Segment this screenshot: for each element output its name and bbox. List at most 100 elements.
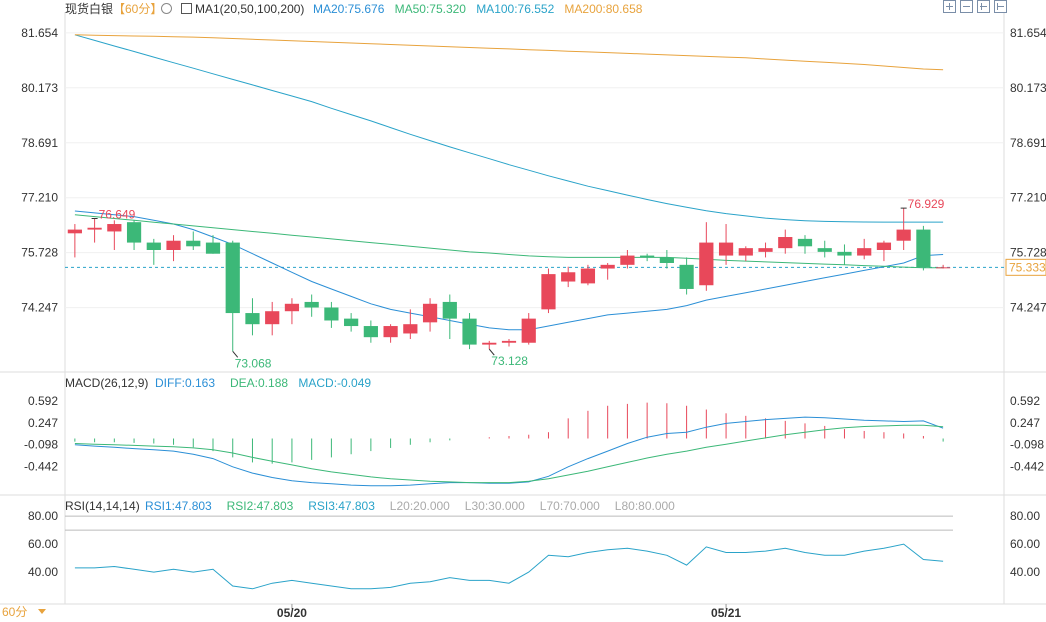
ma-indicator-title[interactable]: MA1(20,50,100,200) [195,2,305,16]
candle-body[interactable] [659,257,674,263]
candle-body[interactable] [67,229,82,234]
price-tick-left: 80.173 [21,81,58,95]
rsi-tick-right: 40.00 [1010,565,1040,579]
ma-line-ma200 [74,34,944,71]
rsi-tick-right: 60.00 [1010,537,1040,551]
candle-body[interactable] [225,242,240,314]
ma-values-item-2: MA100:76.552 [476,2,555,16]
candle-body[interactable] [738,248,753,256]
candle-body[interactable] [600,264,615,269]
price-tick-right: 80.173 [1010,81,1046,95]
candle-body[interactable] [521,318,536,343]
candle-body[interactable] [304,301,319,308]
candle-body[interactable] [936,267,951,269]
candle-body[interactable] [718,242,734,256]
candle-body[interactable] [876,242,892,250]
macd-values-item-2: MACD:-0.049 [298,376,372,390]
last-price-box [1005,258,1046,276]
macd-values-item-1: DEA:0.188 [230,376,289,390]
annotation-mark [488,348,495,356]
candle-body[interactable] [758,248,773,252]
candle-body[interactable] [462,318,477,345]
candle-body[interactable] [166,240,181,250]
candle-body[interactable] [265,311,280,325]
macd-tick-right: 0.592 [1010,394,1040,408]
candle-body[interactable] [442,301,457,319]
annotation-label: 76.929 [908,197,945,211]
macd-title[interactable]: MACD(26,12,9) [65,376,149,390]
annotation-mark [232,351,239,358]
macd-line-diff [74,416,944,487]
macd-tick-right: -0.442 [1010,459,1044,473]
macd-tick-left: 0.247 [28,416,58,430]
rsi-values-item-2: RSI3:47.803 [308,499,375,513]
candle-body[interactable] [186,240,201,247]
rsi-line-rsi1 [74,543,944,590]
macd-tick-right: 0.247 [1010,416,1040,430]
macd-tick-right: -0.098 [1010,438,1044,452]
rsi-tick-left: 60.00 [28,537,58,551]
rsi-tick-left: 40.00 [28,565,58,579]
period-label[interactable]: 【60分】 [113,2,163,16]
candle-body[interactable] [403,324,418,334]
ma-line-ma50 [74,214,944,269]
candle-body[interactable] [916,229,931,268]
candle-body[interactable] [324,307,339,321]
candle-body[interactable] [699,242,714,286]
candle-body[interactable] [482,342,497,345]
zoom-in-icon[interactable] [943,0,956,13]
settings-icon[interactable] [161,3,172,14]
rsi-values-item-3: L20:20.000 [389,499,450,513]
zoom-out-icon[interactable] [960,0,973,13]
candle-body[interactable] [640,255,655,258]
symbol-title: 现货白银 [65,2,114,16]
ma-values-item-3: MA200:80.658 [564,2,643,16]
rsi-values-item-4: L30:30.000 [464,499,525,513]
candle-body[interactable] [87,227,102,230]
ma-line-ma100 [74,34,944,223]
candle-body[interactable] [383,326,398,338]
rsi-values-item-5: L70:70.000 [539,499,600,513]
candle-body[interactable] [107,224,122,232]
candle-body[interactable] [797,238,813,247]
price-tick-left: 75.728 [21,246,58,260]
ma-values-item-1: MA50:75.320 [394,2,466,16]
candle-body[interactable] [541,274,556,310]
candle-body[interactable] [580,268,596,284]
grid-icon[interactable] [977,0,990,13]
candle-body[interactable] [344,318,359,327]
macd-tick-left: -0.442 [24,459,58,473]
candle-body[interactable] [363,326,378,338]
rsi-tick-left: 80.00 [28,509,58,523]
price-tick-left: 74.247 [21,301,58,315]
rsi-values-item-1: RSI2:47.803 [226,499,294,513]
candle-body[interactable] [501,340,517,343]
candle-body[interactable] [284,303,300,312]
macd-tick-left: 0.592 [28,394,58,408]
period-footer[interactable]: 60分 [2,605,28,619]
candle-body[interactable] [817,248,832,252]
candle-body[interactable] [205,242,221,254]
price-tick-left: 81.654 [21,26,58,40]
annotation-label: 73.068 [235,356,272,370]
period-dropdown-icon[interactable] [38,609,46,614]
price-tick-left: 77.210 [21,191,58,205]
candle-body[interactable] [778,237,793,249]
back-icon[interactable] [994,0,1007,13]
candle-body[interactable] [679,264,694,289]
price-tick-right: 74.247 [1010,301,1046,315]
candle-body[interactable] [146,242,161,250]
candle-body[interactable] [620,255,635,265]
macd-tick-left: -0.098 [24,438,58,452]
candle-body[interactable] [837,251,852,256]
rsi-title[interactable]: RSI(14,14,14) [65,499,140,513]
x-axis-label: 05/20 [277,606,307,619]
candle-body[interactable] [561,272,576,282]
candle-body[interactable] [422,303,438,323]
candle-body[interactable] [245,313,260,325]
candle-body[interactable] [126,222,142,243]
candle-body[interactable] [857,248,872,256]
candle-body[interactable] [896,229,911,241]
